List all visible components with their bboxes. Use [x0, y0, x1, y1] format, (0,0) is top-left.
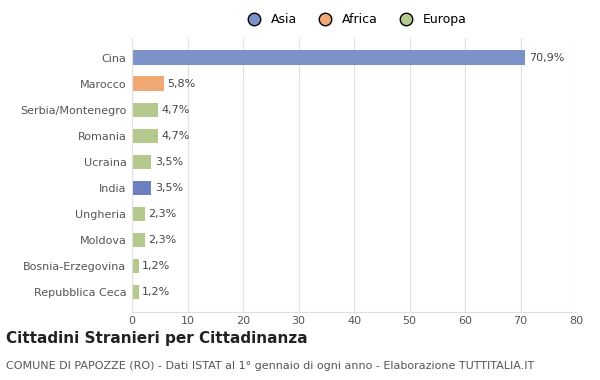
Legend: Asia, Africa, Europa: Asia, Africa, Europa: [241, 13, 467, 26]
Text: 4,7%: 4,7%: [161, 105, 190, 115]
Text: 1,2%: 1,2%: [142, 287, 170, 297]
Text: 70,9%: 70,9%: [529, 52, 564, 63]
Bar: [132, 233, 145, 247]
Text: 5,8%: 5,8%: [167, 79, 196, 89]
Bar: [132, 285, 139, 299]
Bar: [132, 128, 158, 143]
Bar: [132, 76, 164, 91]
Text: 2,3%: 2,3%: [148, 209, 176, 219]
Text: COMUNE DI PAPOZZE (RO) - Dati ISTAT al 1° gennaio di ogni anno - Elaborazione TU: COMUNE DI PAPOZZE (RO) - Dati ISTAT al 1…: [6, 361, 534, 371]
Text: 4,7%: 4,7%: [161, 131, 190, 141]
Bar: [132, 259, 139, 273]
Bar: [132, 180, 151, 195]
Bar: [132, 51, 526, 65]
Bar: [132, 103, 158, 117]
Text: 3,5%: 3,5%: [155, 157, 183, 167]
Bar: [132, 207, 145, 221]
Bar: [132, 155, 151, 169]
Text: 3,5%: 3,5%: [155, 183, 183, 193]
Text: 2,3%: 2,3%: [148, 235, 176, 245]
Text: Cittadini Stranieri per Cittadinanza: Cittadini Stranieri per Cittadinanza: [6, 331, 308, 345]
Text: 1,2%: 1,2%: [142, 261, 170, 271]
